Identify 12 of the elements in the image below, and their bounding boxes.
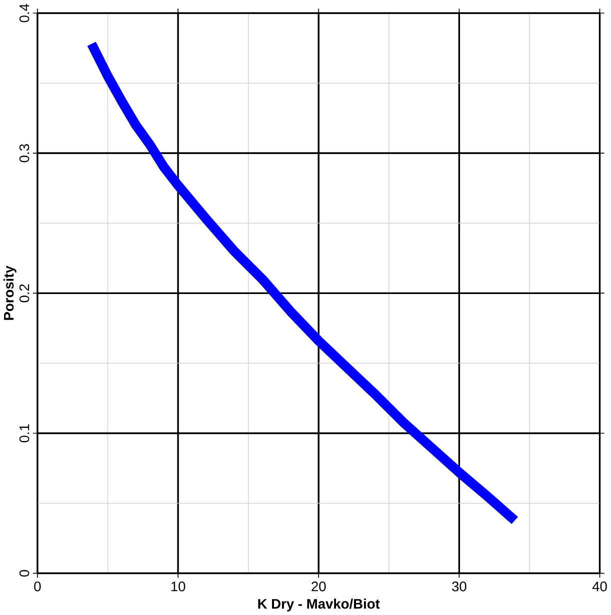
y-tick-label: 0.2: [19, 284, 30, 302]
x-tick-label: 0: [34, 582, 41, 592]
y-tick-label: 0.3: [19, 144, 30, 162]
y-axis-title: Porosity: [4, 266, 16, 320]
y-tick-label: 0.4: [19, 4, 30, 22]
x-tick-label: 30: [452, 582, 466, 592]
x-tick-label: 40: [592, 582, 607, 592]
y-tick-label: 0.1: [19, 424, 30, 442]
x-tick-label: 20: [312, 582, 326, 592]
x-axis-title: K Dry - Mavko/Biot: [258, 598, 380, 612]
x-tick-label: 10: [171, 582, 186, 592]
y-tick-label: 0: [19, 570, 30, 577]
